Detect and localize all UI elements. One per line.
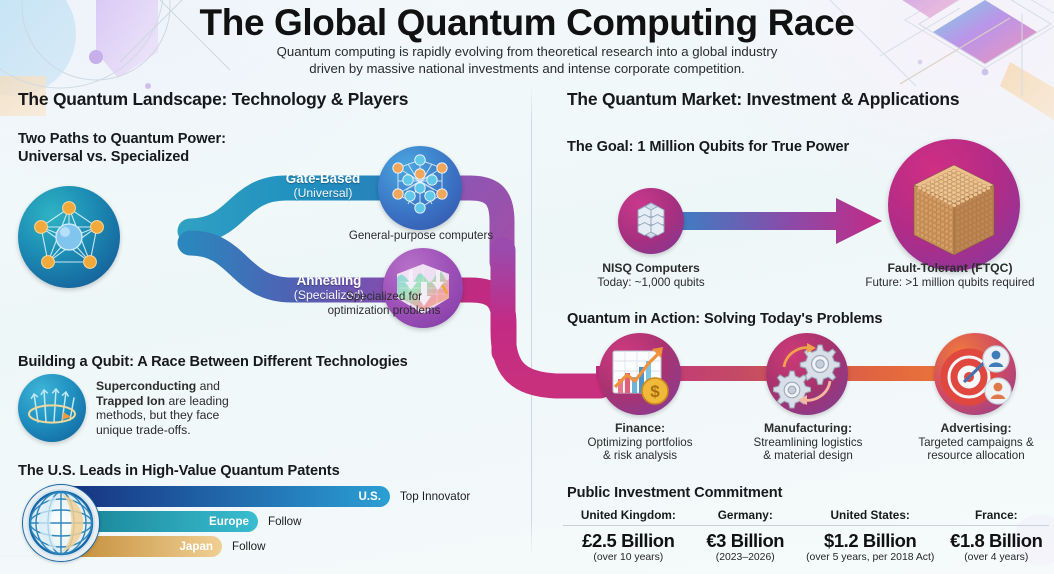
target-audience-icon <box>934 333 1016 415</box>
annealing-subtitle: (Specialized) <box>293 288 365 302</box>
investment-country: France: <box>943 508 1049 526</box>
goal-heading: The Goal: 1 Million Qubits for True Powe… <box>567 139 850 155</box>
gate-based-subtitle: (Universal) <box>293 186 353 200</box>
app-caption-finance: Finance: Optimizing portfolios & risk an… <box>560 421 720 463</box>
investment-country: Germany: <box>693 508 797 526</box>
svg-text:$: $ <box>650 382 660 401</box>
patents-heading: The U.S. Leads in High-Value Quantum Pat… <box>18 463 340 479</box>
patent-bar-status: Follow <box>232 540 266 553</box>
patent-bar-status: Follow <box>268 515 302 528</box>
finance-chart-dollar-icon: $ <box>599 333 681 415</box>
qubit-text-mid-2: are leading <box>165 393 229 408</box>
investment-heading: Public Investment Commitment <box>567 485 783 501</box>
investment-note: (2023–2026) <box>715 552 775 563</box>
large-qubit-cube-icon <box>888 139 1020 271</box>
app-line1-manufacturing: Streamlining logistics <box>753 435 863 449</box>
annealing-caption-line-2: optimization problems <box>327 303 441 317</box>
column-divider <box>531 86 532 556</box>
app-caption-manufacturing: Manufacturing: Streamlining logistics & … <box>728 421 888 463</box>
investment-note: (over 5 years, per 2018 Act) <box>806 552 935 563</box>
quantum-network-sphere-icon <box>18 186 120 288</box>
gears-icon <box>766 333 848 415</box>
app-caption-advertising: Advertising: Targeted campaigns & resour… <box>896 421 1054 463</box>
two-paths-heading: Two Paths to Quantum Power: Universal vs… <box>18 130 226 166</box>
qubit-tech-1: Superconducting <box>96 379 197 393</box>
gate-based-title: Gate-Based <box>285 171 361 186</box>
app-line2-manufacturing: & material design <box>763 449 853 463</box>
qubit-lattice-icon <box>378 146 462 230</box>
investment-amount: €3 Billion <box>706 530 785 551</box>
patent-bar[interactable]: U.S. <box>60 486 390 507</box>
app-line1-finance: Optimizing portfolios <box>587 435 693 449</box>
page-subtitle: Quantum computing is rapidly evolving fr… <box>0 44 1054 77</box>
app-line1-advertising: Targeted campaigns & <box>918 435 1034 449</box>
patent-bar-label: Europe <box>209 515 249 528</box>
investment-column: United States: $1.2 Billion (over 5 years,… <box>796 508 944 564</box>
page-title: The Global Quantum Computing Race <box>199 2 855 43</box>
investment-table: United Kingdom: £2.5 Billion (over 10 year… <box>563 508 1049 564</box>
left-column-heading: The Quantum Landscape: Technology & Play… <box>18 89 409 109</box>
investment-note: (over 4 years) <box>964 552 1029 563</box>
nisq-title: NISQ Computers <box>602 261 700 275</box>
patent-bar-status: Top Innovator <box>400 490 471 503</box>
qubit-text-line-3: methods, but they face <box>96 408 220 423</box>
gate-based-caption: General-purpose computers <box>348 229 494 242</box>
page-subtitle-line-1: Quantum computing is rapidly evolving fr… <box>276 44 778 59</box>
right-column-heading: The Quantum Market: Investment & Applica… <box>567 89 960 109</box>
patent-bar[interactable]: Japan <box>60 536 222 557</box>
investment-column: France: €1.8 Billion (over 4 years) <box>943 508 1049 564</box>
investment-note: (over 10 years) <box>593 552 664 563</box>
nisq-note: Today: ~1,000 qubits <box>597 275 705 289</box>
patent-bar-label: U.S. <box>358 490 381 503</box>
small-qubit-cube-icon <box>618 188 684 254</box>
annealing-title: Annealing <box>296 273 362 288</box>
nisq-caption: NISQ Computers Today: ~1,000 qubits <box>571 261 731 289</box>
app-line2-finance: & risk analysis <box>602 449 678 463</box>
investment-amount: €1.8 Billion <box>950 530 1043 551</box>
qubit-text-line-4: unique trade-offs. <box>96 422 191 437</box>
patent-bar-label: Japan <box>179 540 213 553</box>
app-title-finance: Finance: <box>614 421 666 435</box>
two-paths-heading-line-2: Universal vs. Specialized <box>18 149 190 165</box>
investment-country: United States: <box>796 508 944 526</box>
investment-amount: $1.2 Billion <box>824 530 917 551</box>
qubit-text-mid-1: and <box>196 379 220 393</box>
app-title-manufacturing: Manufacturing: <box>763 421 852 435</box>
globe-icon <box>22 484 100 562</box>
qubit-description: Superconducting and Trapped Ion are lead… <box>96 379 296 437</box>
two-paths-heading-line-1: Two Paths to Quantum Power: <box>18 131 226 147</box>
annealing-label: Annealing (Specialized) <box>268 273 390 302</box>
ftqc-title: Fault-Tolerant (FTQC) <box>887 261 1013 275</box>
investment-country: United Kingdom: <box>563 508 694 526</box>
investment-column: Germany: €3 Billion (2023–2026) <box>693 508 797 564</box>
app-title-advertising: Advertising: <box>940 421 1012 435</box>
actions-heading: Quantum in Action: Solving Today's Probl… <box>567 311 883 327</box>
app-line2-advertising: resource allocation <box>927 449 1025 463</box>
patent-bar[interactable]: Europe <box>60 511 258 532</box>
page-subtitle-line-2: driven by massive national investments a… <box>309 60 745 76</box>
qubit-heading: Building a Qubit: A Race Between Differe… <box>18 354 408 370</box>
ftqc-caption: Fault-Tolerant (FTQC) Future: >1 million… <box>846 261 1054 289</box>
qubit-tech-2: Trapped Ion <box>96 393 166 408</box>
energy-landscape-icon <box>383 248 463 328</box>
ftqc-note: Future: >1 million qubits required <box>865 275 1035 289</box>
superconducting-loop-icon <box>18 374 86 442</box>
investment-amount: £2.5 Billion <box>582 530 675 551</box>
investment-column: United Kingdom: £2.5 Billion (over 10 year… <box>563 508 694 564</box>
annealing-caption: Specialized for optimization problems <box>276 290 492 317</box>
gate-based-label: Gate-Based (Universal) <box>262 171 384 200</box>
annealing-caption-line-1: Specialized for <box>345 290 423 303</box>
